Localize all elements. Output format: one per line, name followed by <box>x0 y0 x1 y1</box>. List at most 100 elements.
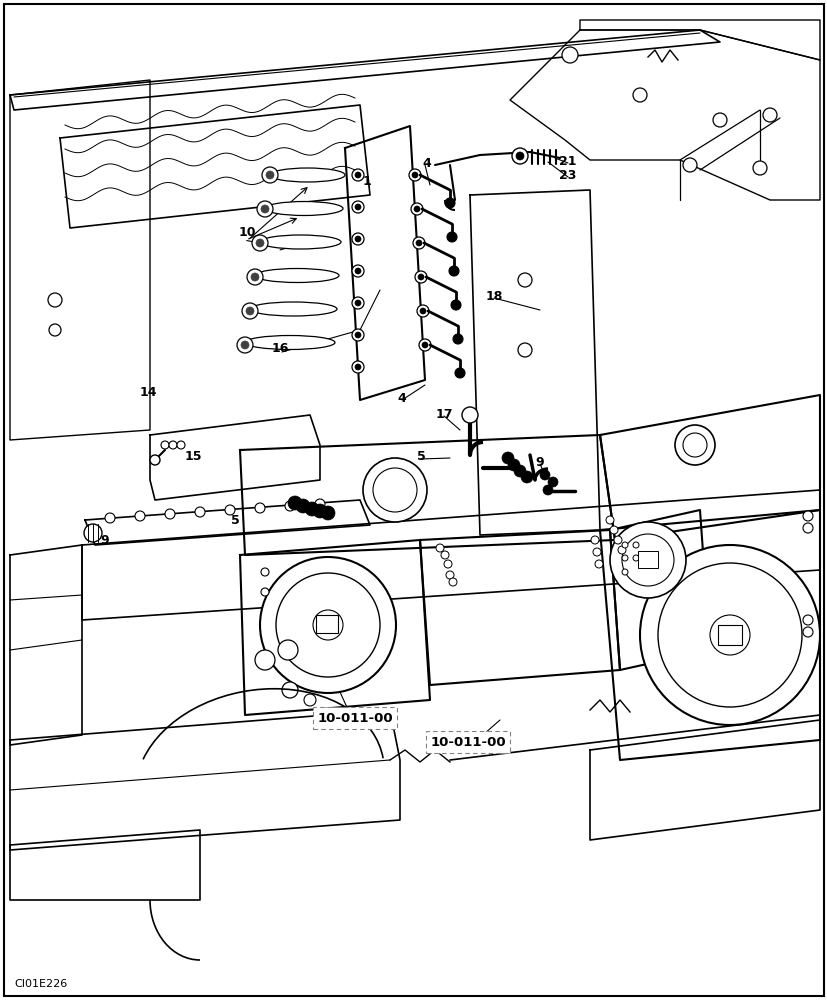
Text: 4: 4 <box>397 391 406 404</box>
Ellipse shape <box>250 302 337 316</box>
Circle shape <box>621 555 627 561</box>
Ellipse shape <box>245 336 335 350</box>
Polygon shape <box>150 415 319 500</box>
Ellipse shape <box>265 202 342 216</box>
Polygon shape <box>60 105 370 228</box>
Circle shape <box>195 507 205 517</box>
Bar <box>638 551 657 568</box>
Polygon shape <box>82 490 819 620</box>
Circle shape <box>443 560 452 568</box>
Text: 23: 23 <box>558 169 576 182</box>
Bar <box>717 625 741 645</box>
Text: 17: 17 <box>435 408 452 420</box>
Circle shape <box>288 496 302 510</box>
Circle shape <box>255 650 275 670</box>
Ellipse shape <box>270 168 345 182</box>
Circle shape <box>165 509 174 519</box>
Circle shape <box>802 511 812 521</box>
Ellipse shape <box>255 268 338 282</box>
Polygon shape <box>240 435 614 555</box>
Circle shape <box>539 470 549 480</box>
Polygon shape <box>10 545 82 745</box>
Circle shape <box>282 682 298 698</box>
Circle shape <box>543 485 552 495</box>
Circle shape <box>520 471 533 483</box>
Circle shape <box>355 204 361 210</box>
Circle shape <box>446 571 453 579</box>
Circle shape <box>518 273 532 287</box>
Circle shape <box>414 206 419 212</box>
Circle shape <box>84 524 102 542</box>
Circle shape <box>246 307 254 315</box>
Circle shape <box>150 455 160 465</box>
Circle shape <box>448 266 458 276</box>
Circle shape <box>455 368 465 378</box>
Text: 9: 9 <box>101 534 109 546</box>
Circle shape <box>441 551 448 559</box>
Circle shape <box>605 516 614 524</box>
Polygon shape <box>345 126 424 400</box>
Circle shape <box>621 542 627 548</box>
Circle shape <box>355 172 361 178</box>
Circle shape <box>508 459 519 471</box>
Circle shape <box>241 341 249 349</box>
Circle shape <box>313 504 327 518</box>
Text: 10: 10 <box>238 226 256 238</box>
Polygon shape <box>10 80 150 440</box>
Polygon shape <box>10 710 399 850</box>
Circle shape <box>657 563 801 707</box>
Text: 21: 21 <box>558 155 576 168</box>
Circle shape <box>422 342 428 348</box>
Polygon shape <box>600 510 819 760</box>
Circle shape <box>419 308 425 314</box>
Circle shape <box>418 339 431 351</box>
Ellipse shape <box>260 235 341 249</box>
Polygon shape <box>240 540 429 715</box>
Circle shape <box>592 548 600 556</box>
Circle shape <box>261 588 269 596</box>
Circle shape <box>314 499 325 509</box>
Circle shape <box>260 557 395 693</box>
Circle shape <box>261 205 269 213</box>
Circle shape <box>802 615 812 625</box>
Circle shape <box>632 555 638 561</box>
Circle shape <box>595 560 602 568</box>
Text: 10-011-00: 10-011-00 <box>317 712 392 724</box>
Polygon shape <box>600 395 819 540</box>
Circle shape <box>645 536 653 544</box>
Circle shape <box>518 343 532 357</box>
Circle shape <box>351 233 364 245</box>
Circle shape <box>617 546 625 554</box>
Circle shape <box>241 303 258 319</box>
Text: 15: 15 <box>184 450 202 462</box>
Text: 18: 18 <box>485 290 502 302</box>
Circle shape <box>177 441 184 449</box>
Circle shape <box>645 551 653 559</box>
Circle shape <box>614 536 621 544</box>
Circle shape <box>802 627 812 637</box>
Circle shape <box>351 169 364 181</box>
Circle shape <box>251 235 268 251</box>
Text: 14: 14 <box>139 386 156 399</box>
Circle shape <box>295 499 309 513</box>
Polygon shape <box>10 30 719 110</box>
Polygon shape <box>419 530 619 685</box>
Polygon shape <box>470 190 600 535</box>
Text: 9: 9 <box>535 456 543 468</box>
Circle shape <box>351 361 364 373</box>
Circle shape <box>415 240 422 246</box>
Circle shape <box>48 293 62 307</box>
Circle shape <box>304 502 318 516</box>
Circle shape <box>448 578 457 586</box>
Circle shape <box>321 506 335 520</box>
Circle shape <box>712 113 726 127</box>
Circle shape <box>645 566 653 574</box>
Circle shape <box>409 169 420 181</box>
Circle shape <box>304 694 316 706</box>
Bar <box>316 615 337 633</box>
Circle shape <box>410 203 423 215</box>
Circle shape <box>49 324 61 336</box>
Circle shape <box>355 300 361 306</box>
Polygon shape <box>509 30 819 200</box>
Circle shape <box>682 158 696 172</box>
